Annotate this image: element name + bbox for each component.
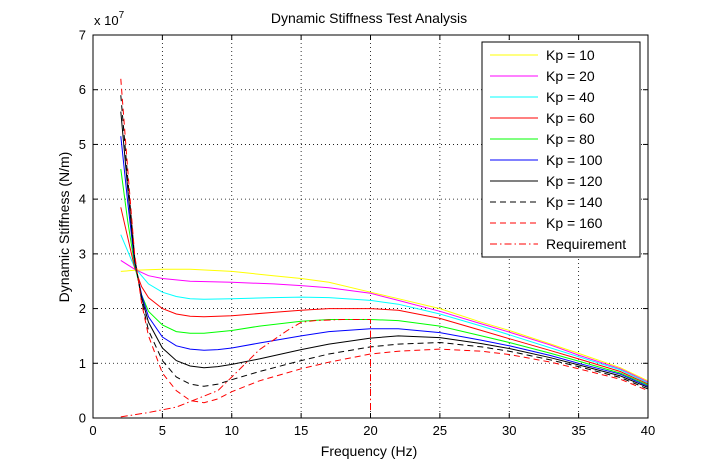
series-line (120, 136, 649, 387)
legend-label: Kp = 140 (546, 194, 603, 210)
y-tick-label: 3 (79, 246, 86, 261)
legend-label: Kp = 10 (546, 47, 595, 63)
series-line (120, 234, 649, 384)
series-line (120, 111, 649, 388)
legend-label: Kp = 60 (546, 110, 595, 126)
y-tick-label: 4 (79, 192, 86, 207)
y-exponent-label: x 107 (94, 10, 125, 28)
grid-lines (93, 35, 648, 418)
chart-title: Dynamic Stiffness Test Analysis (271, 10, 467, 26)
series-line (120, 168, 649, 386)
y-exponent-power: 7 (119, 10, 125, 21)
y-tick-label: 1 (79, 356, 86, 371)
x-tick-label: 0 (89, 423, 96, 438)
x-tick-label: 5 (159, 423, 166, 438)
y-tick-labels: 0 1 2 3 4 5 6 7 (79, 28, 86, 426)
legend: Kp = 10 Kp = 20 Kp = 40 Kp = 60 Kp = 80 Kp = … (481, 41, 641, 258)
x-tick-label: 25 (433, 423, 447, 438)
y-axis-label: Dynamic Stiffness (N/m) (56, 152, 72, 303)
y-exponent-base: x 10 (94, 13, 119, 28)
y-tick-label: 7 (79, 28, 86, 43)
series-layer (120, 78, 649, 418)
legend-label: Kp = 40 (546, 89, 595, 105)
legend-label: Kp = 120 (546, 173, 603, 189)
y-tick-label: 5 (79, 137, 86, 152)
series-line (120, 78, 649, 404)
x-tick-label: 20 (363, 423, 377, 438)
legend-box (481, 41, 641, 258)
x-tick-label: 10 (225, 423, 239, 438)
series-line (120, 259, 649, 383)
x-tick-labels: 0 5 10 15 20 25 30 35 40 (89, 423, 655, 438)
y-tick-label: 0 (79, 411, 86, 426)
legend-label: Requirement (546, 236, 626, 252)
series-line (120, 319, 371, 418)
legend-label: Kp = 100 (546, 152, 603, 168)
axis-ticks (92, 34, 649, 419)
legend-label: Kp = 20 (546, 68, 595, 84)
legend-label: Kp = 160 (546, 215, 603, 231)
x-tick-label: 30 (502, 423, 516, 438)
legend-label: Kp = 80 (546, 131, 595, 147)
y-tick-label: 2 (79, 301, 86, 316)
series-line (120, 268, 649, 382)
x-tick-label: 40 (641, 423, 655, 438)
series-line (120, 207, 649, 385)
x-tick-label: 15 (294, 423, 308, 438)
x-tick-label: 35 (571, 423, 585, 438)
x-axis-label: Frequency (Hz) (321, 443, 417, 459)
y-tick-label: 6 (79, 82, 86, 97)
